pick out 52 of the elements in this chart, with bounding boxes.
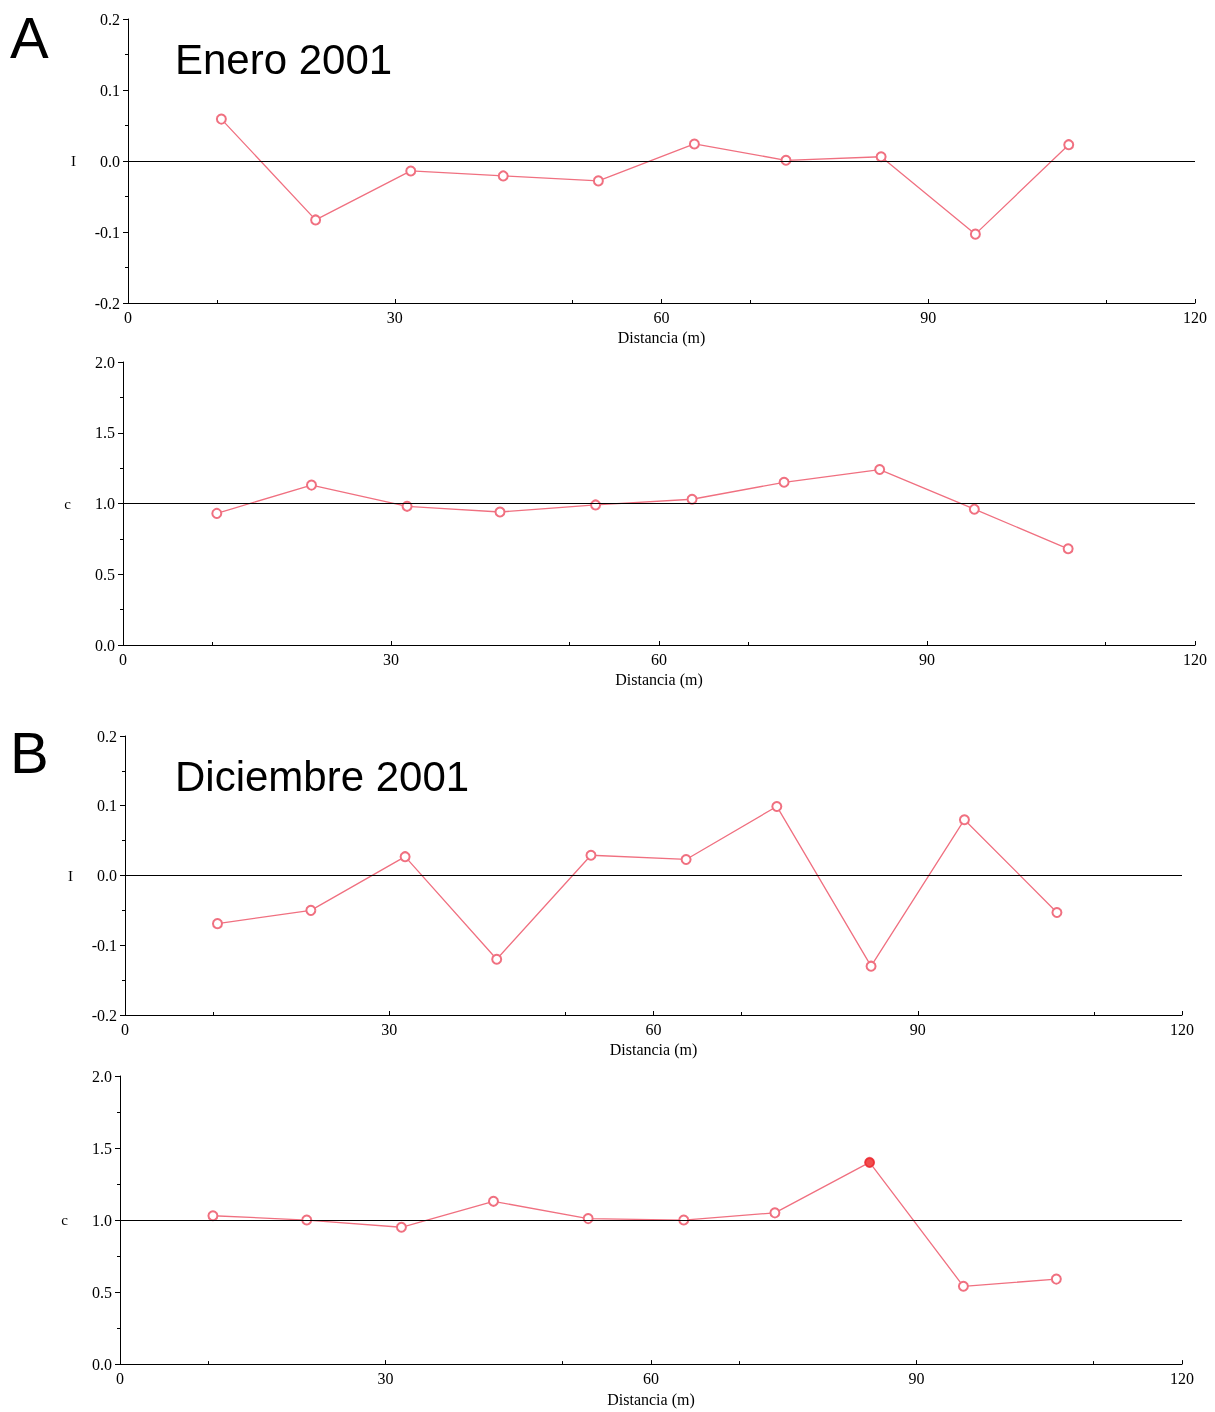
x-tick-label: 60 [645,1020,662,1038]
x-tick-label: 0 [119,650,127,668]
y-tick-label: -0.2 [94,294,120,312]
y-tick-label: 0.5 [92,1283,112,1301]
y-axis-title: c [61,1212,69,1229]
x-tick-label: 90 [920,308,937,326]
y-tick-label: -0.1 [94,223,120,241]
x-axis-title: Distancia (m) [609,1041,698,1060]
x-tick-label: 0 [116,1369,124,1387]
x-tick-label: 60 [653,308,670,326]
y-tick-label: 1.5 [92,1139,112,1157]
x-tick-label: 120 [1183,650,1207,668]
y-tick-label: 2.0 [92,1067,112,1085]
x-tick-label: 30 [381,1020,398,1038]
x-tick-label: 0 [121,1020,129,1038]
y-tick-label: -0.1 [91,936,117,954]
x-tick-label: 120 [1170,1369,1194,1387]
y-tick-label: 0.0 [92,1355,112,1373]
x-tick-label: 60 [643,1369,659,1387]
y-tick-label: 1.0 [92,1211,112,1229]
y-axis-title: c [64,495,72,512]
y-tick-label: 0.2 [97,727,117,745]
x-tick-label: 30 [386,308,403,326]
y-tick-label: 0.0 [100,152,120,170]
x-tick-label: 60 [651,650,667,668]
x-tick-label: 90 [909,1020,926,1038]
y-axis-title: I [71,153,76,169]
x-axis-title: Distancia (m) [615,671,703,690]
y-tick-label: 0.1 [97,797,117,815]
y-tick-label: 1.0 [95,495,115,512]
y-tick-label: 1.5 [95,424,115,442]
y-tick-label: 0.2 [100,10,120,28]
y-tick-label: 0.1 [100,81,120,99]
y-tick-label: 0.5 [95,565,115,583]
chart-title: Diciembre 2001 [175,752,470,800]
y-axis-title: I [68,867,73,884]
x-axis-title: Distancia (m) [607,1390,695,1409]
chart-title: Enero 2001 [175,35,393,83]
x-tick-label: 90 [908,1369,925,1387]
text: B [10,719,49,785]
y-tick-label: 2.0 [95,353,115,371]
x-tick-label: 90 [919,650,935,668]
x-axis-title: Distancia (m) [617,329,706,348]
y-tick-label: 0.0 [95,636,115,654]
y-tick-label: -0.2 [91,1006,117,1024]
x-tick-label: 0 [124,308,132,326]
x-tick-label: 120 [1183,308,1207,326]
x-tick-label: 120 [1170,1020,1194,1038]
text: A [10,4,49,70]
x-tick-label: 30 [377,1369,394,1387]
x-tick-label: 30 [383,650,399,668]
y-tick-label: 0.0 [97,867,117,884]
